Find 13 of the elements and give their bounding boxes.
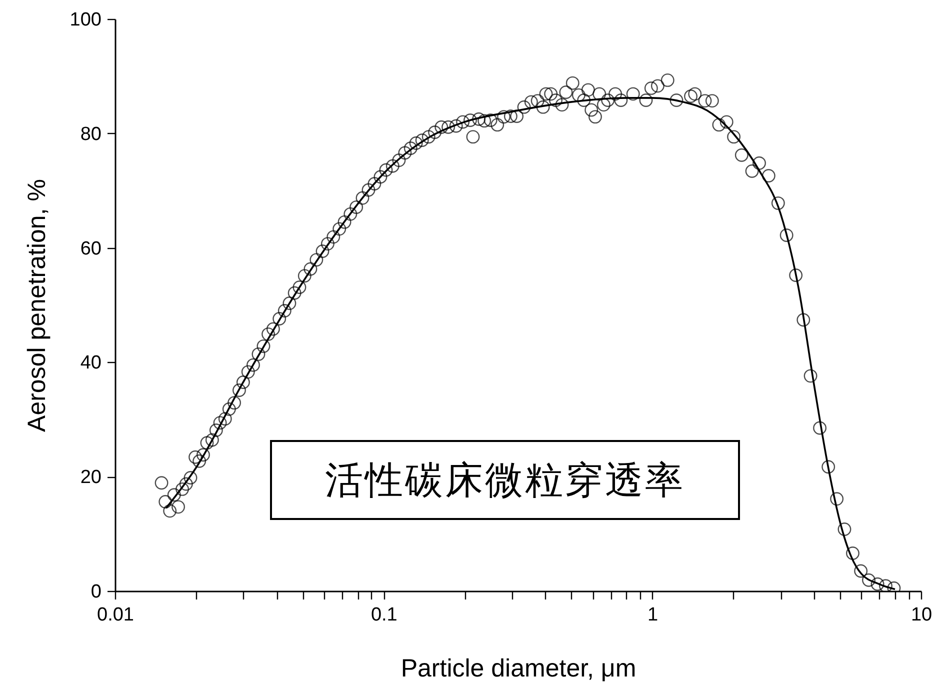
x-axis-title: Particle diameter, μm [400, 654, 636, 682]
x-tick-label: 1 [648, 604, 658, 626]
y-tick-label: 100 [70, 10, 102, 30]
y-tick-label: 20 [80, 467, 102, 488]
x-tick-label: 10 [910, 604, 932, 626]
y-tick-label: 80 [80, 124, 102, 145]
annotation: 活性碳床微粒穿透率 [270, 440, 740, 520]
y-tick-label: 0 [90, 582, 102, 602]
x-tick-label: 0.01 [97, 604, 134, 626]
y-tick-label: 40 [80, 352, 102, 374]
y-axis-title: Aerosol penetration, % [22, 179, 51, 432]
x-tick-label: 0.1 [370, 604, 398, 626]
y-tick-label: 60 [80, 238, 102, 260]
